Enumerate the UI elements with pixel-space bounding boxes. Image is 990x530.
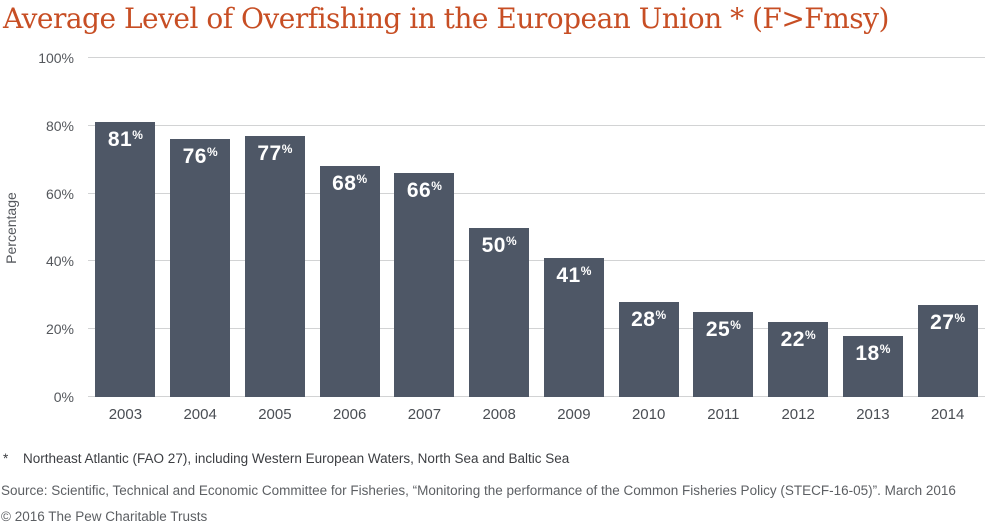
gridline-80 (88, 124, 985, 126)
bar-2003: 81% (95, 122, 156, 397)
bar-slot-2012: 22% (761, 58, 836, 397)
bar-slot-2013: 18% (836, 58, 911, 397)
footnote-marker: * (3, 451, 9, 466)
bar-slot-2009: 41% (537, 58, 612, 397)
gridline-0 (88, 396, 985, 397)
bar-value-label: 27% (930, 311, 966, 335)
chart-title: Average Level of Overfishing in the Euro… (3, 2, 889, 35)
footnote: * Northeast Atlantic (FAO 27), including … (3, 451, 569, 466)
bar-2012: 22% (768, 322, 829, 397)
bar-2008: 50% (469, 227, 530, 397)
y-tick-label-20: 20% (45, 321, 74, 338)
bar-slot-2007: 66% (387, 58, 462, 397)
x-tick-label-2013: 2013 (856, 406, 890, 423)
gridline-20 (88, 328, 985, 330)
x-tick-label-2007: 2007 (407, 406, 442, 423)
x-tick-label-2006: 2006 (332, 406, 367, 423)
y-tick-label-0: 0% (53, 389, 74, 405)
bar-2007: 66% (394, 173, 455, 397)
x-tick-label-2011: 2011 (707, 406, 740, 423)
bar-2009: 41% (543, 258, 604, 397)
bar-value-label: 77% (257, 141, 293, 165)
bar-value-label: 18% (855, 341, 891, 365)
gridline-100 (88, 57, 985, 58)
x-tick-label-2010: 2010 (631, 406, 666, 423)
bar-slot-2004: 76% (163, 58, 238, 397)
bar-value-label: 28% (631, 308, 667, 332)
bar-slot-2006: 68% (312, 58, 387, 397)
bar-value-label: 50% (481, 233, 517, 257)
x-tick-label-2012: 2012 (781, 406, 815, 423)
bar-slot-2005: 77% (238, 58, 313, 397)
y-tick-label-60: 60% (45, 185, 74, 202)
source-line: Source: Scientific, Technical and Econom… (1, 483, 956, 498)
y-tick-label-40: 40% (45, 253, 74, 270)
bar-slot-2010: 28% (611, 58, 686, 397)
bars-container: 81% 76% 77% 68% 66% 50% 41% 28% 25% 22% 18% 27% (88, 58, 985, 397)
bar-value-label: 41% (556, 264, 592, 288)
y-tick-label-100: 100% (38, 50, 74, 66)
bar-2014: 27% (917, 305, 978, 397)
bar-2010: 28% (618, 302, 679, 397)
x-tick-label-2004: 2004 (183, 406, 217, 423)
bar-value-label: 76% (182, 145, 218, 169)
gridline-40 (88, 260, 985, 262)
bar-slot-2014: 27% (910, 58, 985, 397)
copyright-line: © 2016 The Pew Charitable Trusts (1, 509, 208, 524)
footnote-text: Northeast Atlantic (FAO 27), including W… (23, 451, 570, 466)
bar-value-label: 22% (780, 328, 816, 352)
x-tick-label-2005: 2005 (258, 406, 292, 423)
bar-slot-2003: 81% (88, 58, 163, 397)
y-axis-title: Percentage (3, 192, 19, 264)
bar-slot-2008: 50% (462, 58, 537, 397)
plot-area: 81% 76% 77% 68% 66% 50% 41% 28% 25% 22% 18% 27% (88, 57, 985, 397)
bar-value-label: 25% (705, 318, 741, 342)
bar-2004: 76% (170, 139, 231, 397)
x-tick-label-2003: 2003 (108, 406, 143, 423)
bar-2011: 25% (693, 312, 754, 397)
y-tick-label-80: 80% (45, 117, 74, 134)
gridline-60 (88, 192, 985, 194)
bar-2006: 68% (319, 166, 380, 397)
bar-2005: 77% (244, 135, 305, 397)
bar-value-label: 66% (406, 179, 442, 203)
y-axis: 0% 20% 40% 60% 80% 100% (0, 50, 74, 405)
x-axis-labels: 2003 2004 2005 2006 2007 2008 2009 2010 2011 2012… (88, 406, 985, 423)
x-tick-label-2008: 2008 (482, 406, 516, 423)
bar-value-label: 68% (332, 172, 368, 196)
x-tick-label-2009: 2009 (557, 406, 591, 423)
bar-slot-2011: 25% (686, 58, 761, 397)
bar-value-label: 81% (107, 128, 143, 152)
x-tick-label-2014: 2014 (930, 406, 965, 423)
bar-2013: 18% (842, 335, 903, 397)
